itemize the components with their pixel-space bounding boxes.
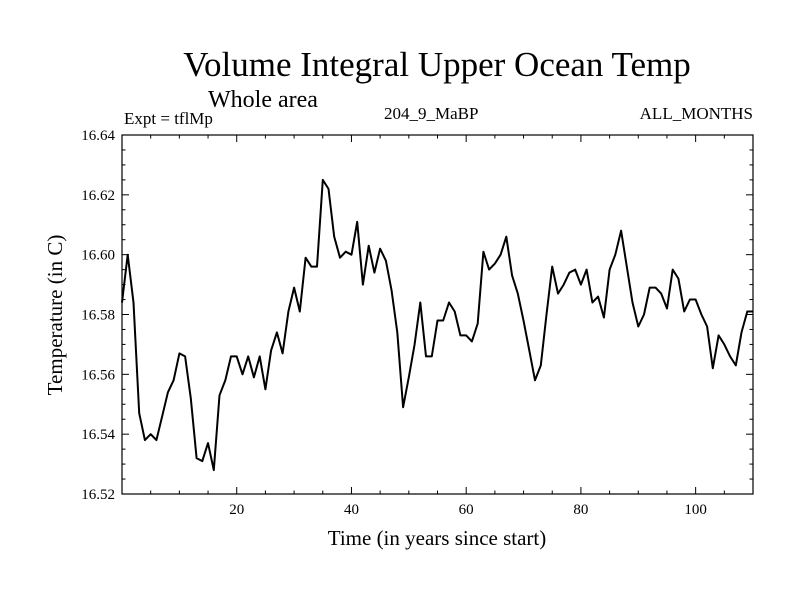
x-tick-label: 60: [459, 502, 474, 518]
y-tick-label: 16.58: [81, 308, 115, 324]
x-tick-label: 100: [684, 502, 707, 518]
y-tick-label: 16.54: [81, 427, 115, 443]
y-axis-label: Temperature (in C): [43, 235, 67, 396]
x-tick-label: 40: [344, 502, 359, 518]
run-label: 204_9_MaBP: [384, 104, 478, 123]
chart-title: Volume Integral Upper Ocean Temp: [183, 45, 690, 84]
chart-subtitle: Whole area: [208, 87, 318, 113]
x-tick-label: 20: [229, 502, 244, 518]
x-tick-label: 80: [573, 502, 588, 518]
y-axis: 16.52 16.54 16.56 16.58 16.60 16.62 16.64: [81, 128, 753, 503]
y-tick-label: 16.60: [81, 248, 115, 264]
y-tick-label: 16.64: [81, 128, 115, 144]
y-tick-label: 16.62: [81, 188, 115, 204]
x-axis: 20 40 60 80 100: [150, 135, 725, 518]
y-tick-label: 16.52: [81, 487, 115, 503]
x-axis-label: Time (in years since start): [328, 526, 547, 550]
expt-label: Expt = tflMp: [124, 109, 213, 128]
months-label: ALL_MONTHS: [640, 104, 753, 123]
y-tick-label: 16.56: [81, 367, 115, 383]
series-layer: [121, 178, 753, 472]
series-line: [121, 178, 753, 472]
